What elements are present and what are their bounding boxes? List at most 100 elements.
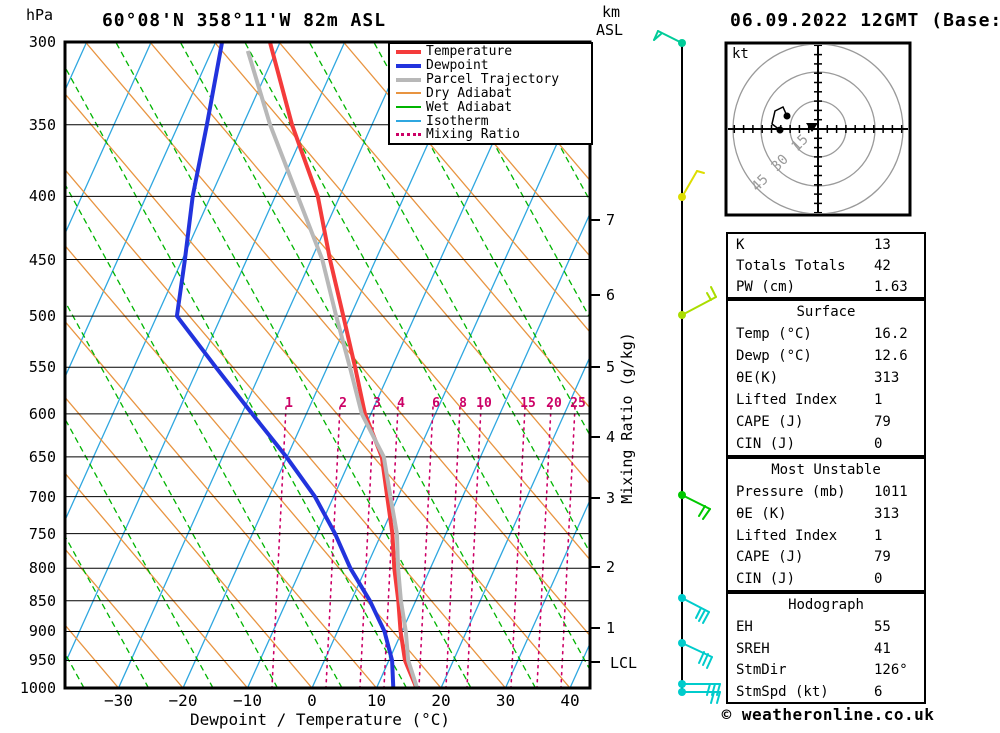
pressure-tick-label: 950	[28, 651, 56, 670]
wet-adiabat-line	[65, 534, 150, 688]
legend-item: Mixing Ratio	[390, 128, 591, 141]
isotherm-line	[375, 211, 590, 688]
hodograph-trace-dot	[776, 126, 784, 134]
table-row-value: 55	[874, 619, 891, 635]
table-row-value: 1	[874, 392, 883, 408]
table-row: Lifted Index 1	[728, 389, 924, 411]
wind-barb	[678, 680, 721, 696]
wet-adiabat-line	[373, 42, 590, 437]
table-row-label: SREH	[736, 640, 770, 657]
table-row-value: 313	[874, 505, 900, 522]
wind-barb	[678, 594, 710, 624]
dry-adiabat-line	[84, 42, 590, 637]
legend-item: Temperature	[390, 45, 591, 58]
wind-barb	[678, 688, 721, 704]
legend-item: Wet Adiabat	[390, 101, 591, 114]
hodograph-unit-label: kt	[732, 46, 749, 62]
mixing-ratio-value-label: 15	[520, 396, 536, 411]
dry-adiabat-line	[471, 42, 590, 182]
table-section-header: Surface	[796, 304, 856, 320]
table-row-label: K	[736, 237, 745, 253]
dry-adiabat-line	[65, 472, 248, 688]
background-grid	[65, 42, 1000, 688]
wet-adiabat-line	[954, 42, 1000, 688]
copyright-notice: © weatheronline.co.uk	[721, 705, 935, 724]
wet-adiabat-line	[179, 42, 537, 688]
table-row-value: 1011	[874, 484, 908, 500]
legend-line-sample	[396, 106, 421, 109]
dry-adiabat-line	[342, 42, 590, 334]
mixing-ratio-line	[466, 406, 482, 688]
legend-item-label: Dewpoint	[426, 58, 489, 74]
temp-tick-label: −20	[168, 691, 198, 710]
pressure-tick-label: 550	[28, 358, 56, 377]
mixing-ratio-line	[271, 406, 287, 688]
legend-item-label: Temperature	[426, 44, 513, 60]
table-row-value: 0	[874, 571, 883, 588]
mixing-ratio-line	[383, 406, 399, 688]
table-row-value: 6	[874, 683, 883, 700]
pressure-tick-label: 850	[28, 591, 56, 610]
parcel-trajectory-curve	[245, 50, 420, 688]
legend-item-label: Dry Adiabat	[426, 85, 513, 101]
table-row: Temp (°C) 16.2	[728, 323, 924, 345]
table-row: K 13	[728, 234, 924, 255]
pressure-tick-label: 400	[28, 187, 56, 206]
temp-tick-label: −10	[233, 691, 262, 710]
plot-border	[63, 40, 592, 690]
legend-item-label: Parcel Trajectory	[426, 72, 560, 88]
station-title: 60°08'N 358°11'W 82m ASL	[101, 10, 387, 31]
isotherm-line	[182, 42, 475, 688]
wet-adiabat-line	[437, 42, 590, 320]
table-row-label: θE (K)	[736, 505, 787, 522]
mixing-ratio-value-label: 25	[570, 396, 586, 411]
asl-axis-unit: ASL	[596, 21, 624, 39]
pressure-tick-label: 650	[28, 447, 56, 466]
dry-adiabat-line	[65, 168, 506, 688]
legend-item: Dewpoint	[390, 59, 591, 72]
wind-barb	[678, 170, 705, 201]
km-tick-label: 1	[606, 619, 616, 637]
table-row-label: CAPE (J)	[736, 414, 804, 430]
table-row-label: StmSpd (kt)	[736, 683, 829, 700]
legend-line-sample	[396, 120, 421, 123]
table-row-label: Dewp (°C)	[736, 348, 812, 364]
dry-adiabat-line	[65, 244, 442, 688]
temp-tick-label: 10	[366, 691, 387, 710]
table-row-value: 79	[874, 414, 891, 430]
wet-adiabat-line	[244, 42, 590, 672]
table-section-header: Hodograph	[788, 597, 864, 613]
dry-adiabat-line	[65, 548, 184, 688]
table-row-value: 1.63	[874, 279, 908, 295]
km-tick-label: 3	[606, 489, 616, 507]
x-axis-title: Dewpoint / Temperature (°C)	[189, 710, 451, 729]
table-row-label: EH	[736, 619, 753, 635]
pressure-tick-label: 750	[28, 524, 56, 543]
index-table: K 13 Totals Totals 42 PW (cm) 1.63	[726, 232, 926, 299]
legend-item: Isotherm	[390, 115, 591, 128]
table-row: Pressure (mb) 1011	[728, 481, 924, 503]
wind-barb	[653, 30, 686, 47]
pressure-tick-label: 600	[28, 404, 56, 423]
table-section-header: Most Unstable	[771, 462, 881, 478]
mixing-ratio-value-label: 4	[397, 396, 405, 411]
table-row-value: 12.6	[874, 348, 908, 364]
table-row: StmDir 126°	[728, 659, 924, 681]
mixing-ratio-line	[359, 406, 375, 688]
mixing-ratio-line	[560, 406, 576, 688]
table-row: StmSpd (kt) 6	[728, 681, 924, 703]
isotherm-line	[246, 42, 539, 688]
wet-adiabat-line	[65, 183, 343, 688]
table-row-label: CIN (J)	[736, 436, 796, 452]
wet-adiabat-line	[308, 42, 590, 554]
pressure-tick-label: 800	[28, 559, 56, 578]
temp-tick-label: 30	[495, 691, 516, 710]
table-row: SREH 41	[728, 638, 924, 660]
table-row-value: 42	[874, 258, 891, 274]
table-row-value: 41	[874, 640, 891, 657]
index-table: Surface Temp (°C) 16.2 Dewp (°C) 12.6 θE(K) 31…	[726, 299, 926, 457]
legend-line-sample	[396, 92, 421, 95]
table-row-label: Lifted Index	[736, 392, 838, 408]
legend-item: Dry Adiabat	[390, 87, 591, 100]
